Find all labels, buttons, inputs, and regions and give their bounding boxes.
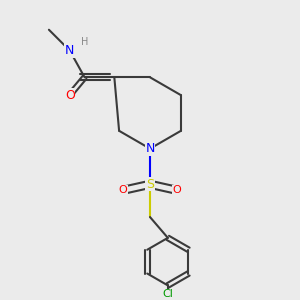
Text: Cl: Cl: [162, 289, 173, 299]
Text: N: N: [65, 44, 74, 57]
Text: N: N: [145, 142, 155, 155]
Text: O: O: [172, 185, 181, 195]
Text: H: H: [81, 37, 88, 46]
Text: O: O: [65, 88, 75, 102]
Text: S: S: [146, 178, 154, 191]
Text: O: O: [119, 185, 128, 195]
